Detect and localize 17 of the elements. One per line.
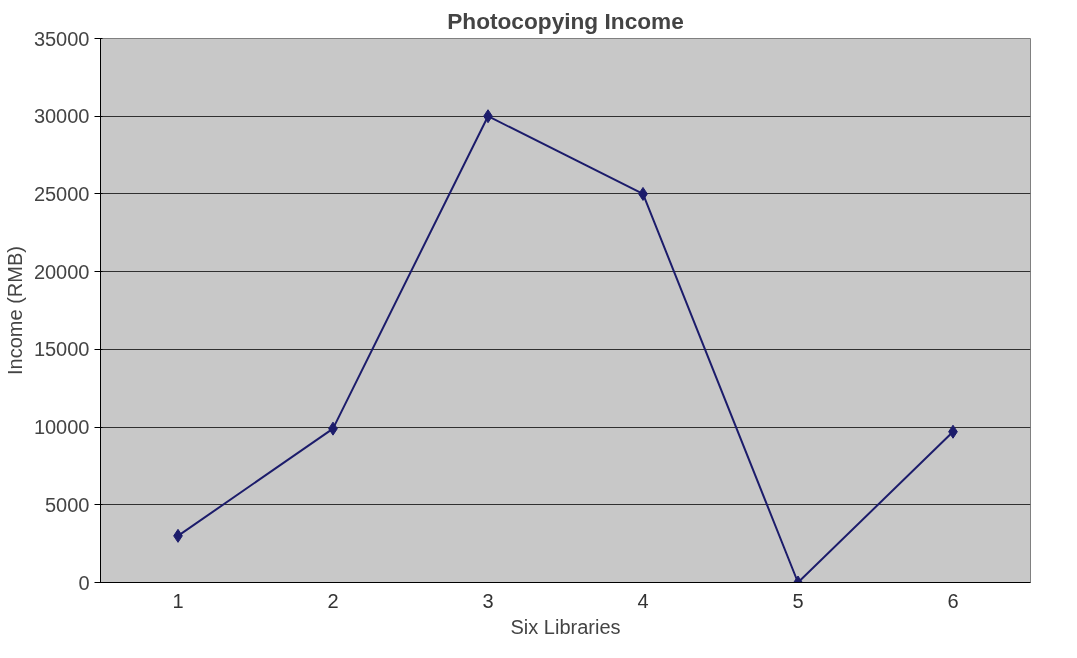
y-tick-label: 0 [78, 571, 90, 594]
y-axis-title: Income (RMB) [3, 246, 26, 375]
x-tick-label: 4 [637, 589, 649, 612]
x-tick-label: 5 [792, 589, 804, 612]
y-tick-label: 10000 [33, 416, 90, 439]
x-tick-label: 1 [172, 589, 184, 612]
y-tick-label: 20000 [33, 260, 90, 283]
y-tick-label: 5000 [45, 493, 90, 516]
y-tick-label: 35000 [33, 27, 90, 50]
x-tick-label: 2 [327, 589, 339, 612]
x-axis-title: Six Libraries [510, 615, 621, 638]
x-tick-label: 3 [482, 589, 494, 612]
y-tick-label: 30000 [33, 105, 90, 128]
y-tick-label: 25000 [33, 182, 90, 205]
x-tick-label: 6 [947, 589, 959, 612]
y-tick-label: 15000 [33, 338, 90, 361]
chart-title: Photocopying Income [447, 7, 684, 34]
